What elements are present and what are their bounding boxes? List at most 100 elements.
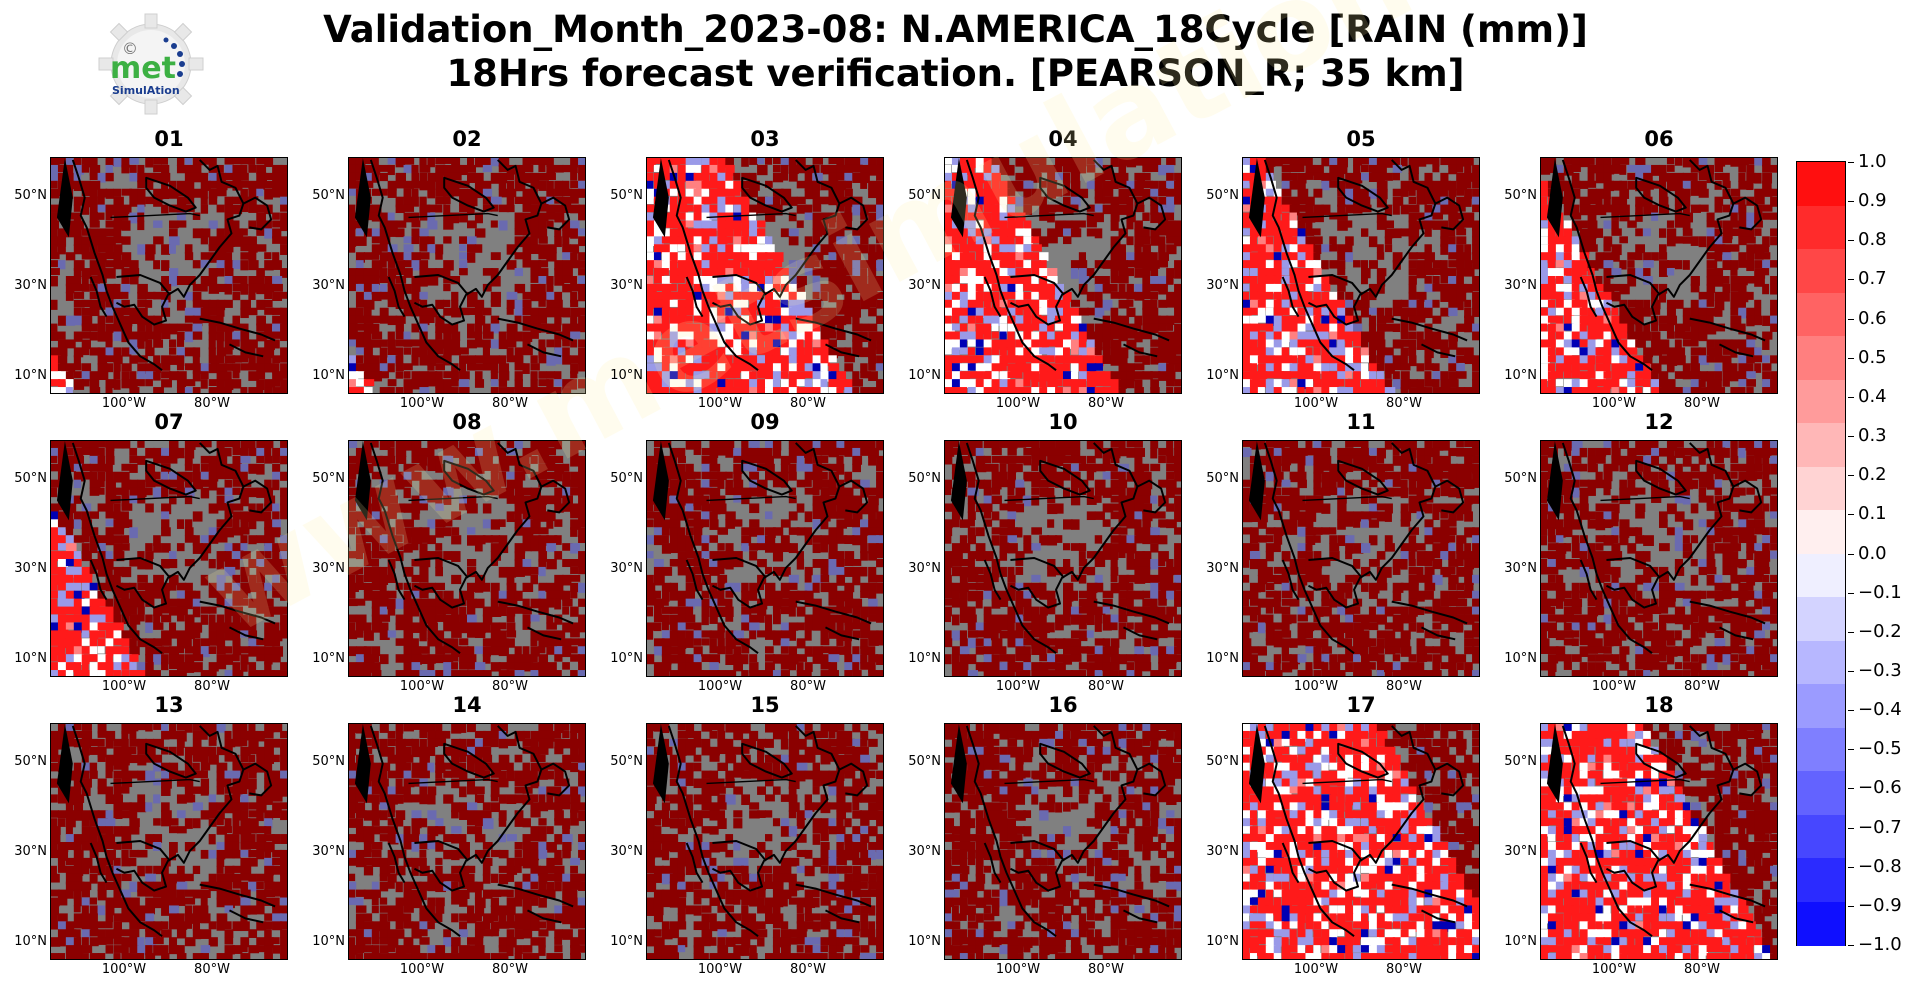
map-panel-17: 17 (1242, 693, 1480, 977)
lon-label: 80°W (1386, 396, 1422, 411)
coastline-7 (685, 559, 704, 601)
coastline-8 (145, 176, 197, 213)
coastline-6 (1123, 909, 1158, 924)
coastline-2 (838, 196, 869, 231)
coastline-7 (685, 276, 704, 318)
coastline-6 (1421, 626, 1456, 641)
coastline-3 (1302, 212, 1392, 219)
lat-label: 10°N (14, 368, 47, 383)
coastline-1 (712, 442, 841, 609)
coastline-arctic (950, 158, 967, 238)
colorbar-tick (1848, 240, 1854, 242)
lat-label: 50°N (312, 754, 345, 769)
coastline-8 (1635, 459, 1687, 496)
lon-label: 80°W (1684, 962, 1720, 977)
panel-title: 09 (750, 410, 780, 434)
lat-label: 10°N (610, 934, 643, 949)
lat-label: 10°N (14, 934, 47, 949)
coastline-2 (540, 196, 571, 231)
coastline-2 (1434, 196, 1465, 231)
colorbar-tick-label: 0.9 (1858, 190, 1887, 212)
coastline-4 (116, 557, 171, 579)
coastline-arctic (950, 441, 967, 521)
coastline-3 (1600, 778, 1690, 785)
coastlines (71, 159, 276, 371)
panel-title: 07 (154, 410, 184, 434)
coastlines (369, 159, 574, 371)
map-svg (51, 158, 287, 393)
coastline-2 (1136, 479, 1167, 514)
lat-label: 50°N (908, 471, 941, 486)
coastline-4 (1308, 840, 1363, 862)
coastline-arctic (1546, 158, 1563, 238)
correlation-field (1541, 441, 1777, 676)
correlation-field (1243, 724, 1479, 959)
lat-label: 50°N (908, 188, 941, 203)
coastline-7 (1281, 276, 1300, 318)
colorbar-tick-label: 0.7 (1858, 268, 1887, 290)
coastline-0 (667, 159, 759, 371)
coastlines (71, 442, 276, 654)
lat-label: 10°N (14, 651, 47, 666)
panel-title: 02 (452, 127, 482, 151)
lon-label: 100°W (1293, 679, 1339, 694)
coastline-1 (1606, 442, 1735, 609)
colorbar-tick (1848, 945, 1854, 946)
map-panel-06: 06 (1540, 127, 1778, 411)
colorbar-segment (1797, 597, 1845, 641)
coastline-0 (667, 442, 759, 654)
coastline-7 (983, 276, 1002, 318)
lon-label: 80°W (790, 396, 826, 411)
coastline-7 (685, 842, 704, 884)
colorbar-tick (1848, 436, 1854, 438)
lon-label: 80°W (790, 962, 826, 977)
coastline-arctic (1546, 724, 1563, 804)
lat-label: 10°N (312, 651, 345, 666)
coastline-6 (1719, 343, 1754, 358)
coastlines (369, 442, 574, 654)
coastline-0 (667, 725, 759, 937)
coastline-7 (89, 842, 108, 884)
map-svg (349, 158, 585, 393)
coastline-3 (706, 495, 796, 502)
colorbar-tick (1848, 788, 1854, 790)
map-plot (646, 723, 884, 960)
map-panel-10: 10 (944, 410, 1182, 694)
lon-label: 100°W (101, 679, 147, 694)
map-panel-13: 13 (50, 693, 288, 977)
lon-label: 100°W (1591, 396, 1637, 411)
coastline-1 (1010, 159, 1139, 326)
map-svg (647, 441, 883, 676)
map-svg (945, 441, 1181, 676)
coastline-0 (1561, 442, 1653, 654)
coastline-0 (1263, 159, 1355, 371)
map-svg (51, 441, 287, 676)
lat-label: 30°N (1504, 278, 1537, 293)
coastline-0 (1263, 442, 1355, 654)
colorbar-tick (1848, 201, 1854, 203)
coastline-2 (540, 479, 571, 514)
coastline-4 (116, 840, 171, 862)
colorbar-segment (1797, 640, 1845, 685)
correlation-field (349, 724, 585, 959)
coastline-4 (1606, 840, 1661, 862)
lon-label: 100°W (1293, 396, 1339, 411)
coastline-8 (443, 459, 495, 496)
lon-label: 80°W (194, 396, 230, 411)
lat-label: 30°N (908, 561, 941, 576)
coastline-arctic (56, 158, 73, 238)
coastline-5 (795, 317, 872, 342)
colorbar-tick-label: 0.0 (1858, 542, 1887, 564)
coastline-arctic (354, 441, 371, 521)
lon-label: 100°W (101, 396, 147, 411)
lat-label: 10°N (1206, 368, 1239, 383)
lat-label: 30°N (908, 278, 941, 293)
coastlines (965, 159, 1170, 371)
colorbar-tick-label: 0.8 (1858, 229, 1887, 251)
lon-label: 80°W (194, 679, 230, 694)
coastline-3 (1004, 495, 1094, 502)
coastline-1 (712, 725, 841, 892)
correlation-field (349, 158, 585, 393)
colorbar-segment (1797, 510, 1845, 554)
colorbar-tick-label: −0.6 (1858, 777, 1902, 799)
